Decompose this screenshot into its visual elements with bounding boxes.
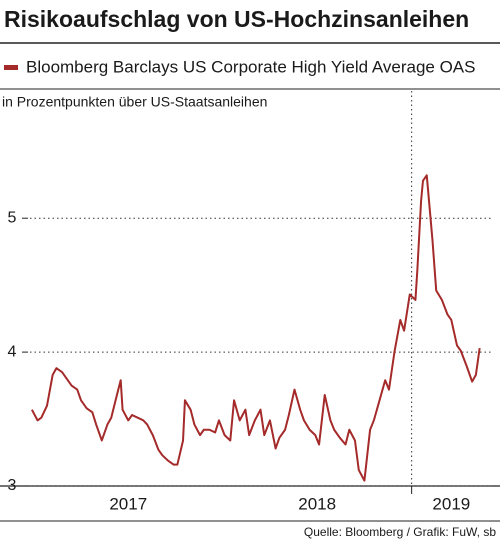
y-tick-label: 3 bbox=[8, 477, 17, 494]
y-tick-label: 5 bbox=[8, 209, 17, 226]
x-tick-label: 2017 bbox=[109, 494, 147, 513]
subtitle: in Prozentpunkten über US-Staatsanleihen bbox=[2, 94, 267, 110]
chart-title: Risikoaufschlag von US-Hochzinsanleihen bbox=[4, 6, 469, 32]
legend-label: Bloomberg Barclays US Corporate High Yie… bbox=[26, 57, 475, 76]
data-line bbox=[31, 174, 481, 482]
legend-swatch bbox=[4, 65, 18, 70]
y-tick-label: 4 bbox=[8, 343, 17, 360]
x-tick-label: 2019 bbox=[432, 494, 470, 513]
source: Quelle: Bloomberg / Grafik: FuW, sb bbox=[304, 525, 496, 539]
x-tick-label: 2018 bbox=[298, 494, 336, 513]
